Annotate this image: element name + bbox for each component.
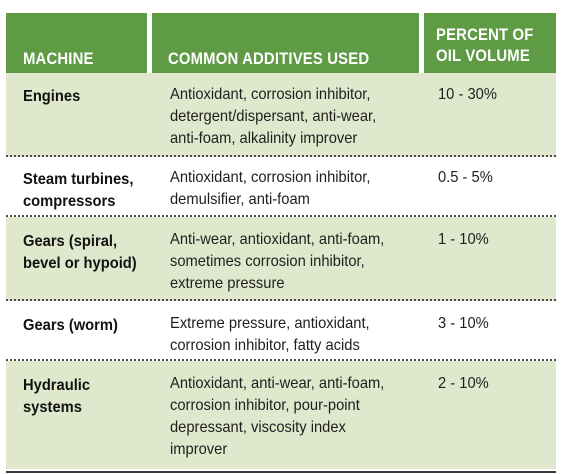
- additives-text: detergent/dispersant, anti-wear,: [170, 108, 377, 125]
- machine-cell: Engines: [23, 86, 80, 108]
- percent-value: 3 - 10%: [438, 315, 489, 332]
- table-row: Gears (worm) Extreme pressure, antioxida…: [6, 301, 556, 361]
- header-divider: [147, 13, 152, 73]
- additives-text: Anti-wear, antioxidant, anti-foam,: [170, 231, 385, 248]
- additives-text: corrosion inhibitor, fatty acids: [170, 337, 360, 354]
- additives-cell: Antioxidant, anti-wear, anti-foam, corro…: [170, 373, 384, 461]
- machine-name: systems: [23, 399, 82, 416]
- header-machine: MACHINE: [23, 13, 94, 109]
- machine-cell: Gears (worm): [23, 315, 118, 337]
- header-percent: PERCENT OF OIL VOLUME: [436, 13, 534, 85]
- additives-cell: Antioxidant, corrosion inhibitor, deterg…: [170, 84, 376, 150]
- additives-text: sometimes corrosion inhibitor,: [170, 253, 365, 270]
- additives-text: demulsifier, anti-foam: [170, 191, 310, 208]
- percent-value: 2 - 10%: [438, 375, 489, 392]
- percent-cell: 1 - 10%: [438, 229, 489, 251]
- machine-name: compressors: [23, 193, 116, 210]
- table-row: Engines Antioxidant, corrosion inhibitor…: [6, 73, 556, 157]
- machine-name: Steam turbines,: [23, 171, 134, 188]
- additives-table: MACHINE COMMON ADDITIVES USED PERCENT OF…: [6, 13, 556, 473]
- additives-cell: Anti-wear, antioxidant, anti-foam, somet…: [170, 229, 384, 295]
- additives-text: Antioxidant, corrosion inhibitor,: [170, 86, 371, 103]
- header-machine-label: MACHINE: [23, 50, 94, 68]
- machine-name: Engines: [23, 88, 81, 105]
- percent-cell: 2 - 10%: [438, 373, 489, 395]
- machine-cell: Hydraulic systems: [23, 375, 90, 419]
- header-divider: [419, 13, 424, 73]
- percent-cell: 10 - 30%: [438, 84, 497, 106]
- machine-cell: Gears (spiral, bevel or hypoid): [23, 231, 137, 275]
- additives-cell: Extreme pressure, antioxidant, corrosion…: [170, 313, 370, 357]
- additives-cell: Antioxidant, corrosion inhibitor, demuls…: [170, 167, 370, 211]
- machine-name: Hydraulic: [23, 377, 91, 394]
- machine-name: Gears (spiral,: [23, 233, 118, 250]
- header-additives: COMMON ADDITIVES USED: [168, 13, 369, 109]
- table-row: Gears (spiral, bevel or hypoid) Anti-wea…: [6, 217, 556, 301]
- table-row: Steam turbines, compressors Antioxidant,…: [6, 157, 556, 217]
- additives-text: Antioxidant, anti-wear, anti-foam,: [170, 375, 385, 392]
- machine-name: bevel or hypoid): [23, 255, 137, 272]
- percent-cell: 3 - 10%: [438, 313, 489, 335]
- table-row: Hydraulic systems Antioxidant, anti-wear…: [6, 361, 556, 469]
- additives-text: improver: [170, 441, 228, 458]
- additives-text: corrosion inhibitor, pour-point: [170, 397, 360, 414]
- additives-text: Extreme pressure, antioxidant,: [170, 315, 370, 332]
- additives-text: anti-foam, alkalinity improver: [170, 130, 358, 147]
- machine-name: Gears (worm): [23, 317, 118, 334]
- additives-text: extreme pressure: [170, 275, 285, 292]
- header-percent-line1: PERCENT OF: [436, 26, 534, 44]
- additives-text: depressant, viscosity index: [170, 419, 346, 436]
- header-percent-line2: OIL VOLUME: [436, 47, 530, 65]
- additives-text: Antioxidant, corrosion inhibitor,: [170, 169, 371, 186]
- machine-cell: Steam turbines, compressors: [23, 169, 133, 213]
- table-header: MACHINE COMMON ADDITIVES USED PERCENT OF…: [6, 13, 556, 73]
- percent-value: 0.5 - 5%: [438, 169, 493, 186]
- percent-value: 10 - 30%: [438, 86, 497, 103]
- percent-cell: 0.5 - 5%: [438, 167, 493, 189]
- percent-value: 1 - 10%: [438, 231, 489, 248]
- header-additives-label: COMMON ADDITIVES USED: [168, 50, 370, 68]
